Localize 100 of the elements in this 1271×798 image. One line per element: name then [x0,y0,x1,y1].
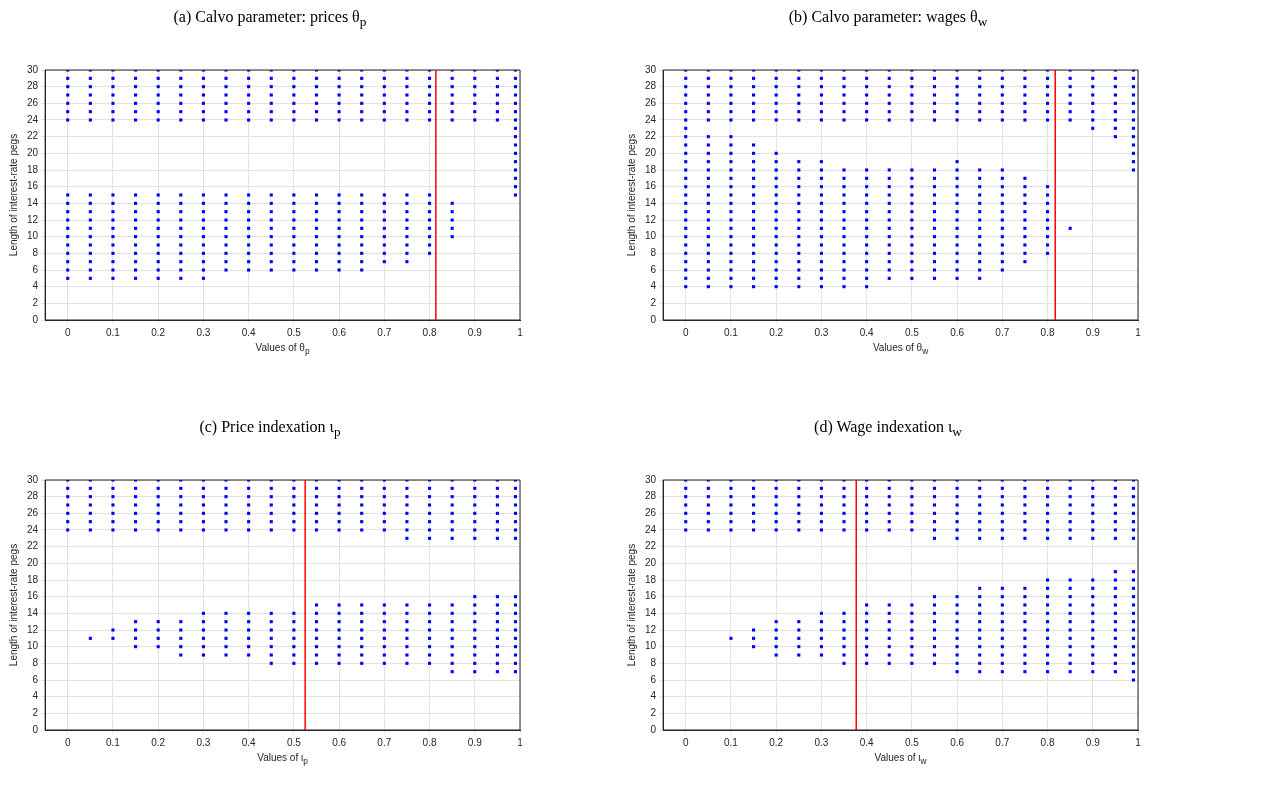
x-tick-label: 1 [517,326,524,338]
y-tick-label: 2 [650,297,657,309]
x-tick-label: 0.9 [1085,326,1101,338]
y-tick-label: 8 [650,247,657,259]
y-tick-label: 28 [27,490,39,502]
y-tick-label: 26 [645,97,657,109]
x-tick-label: 0.7 [377,736,392,748]
x-tick-label: 0.1 [724,326,739,338]
y-tick-label: 6 [32,263,39,275]
y-tick-label: 6 [650,673,657,685]
y-tick-label: 2 [32,297,39,309]
y-tick-label: 22 [27,130,39,142]
x-tick-label: 0.5 [904,736,920,748]
x-tick-label: 1 [1135,736,1142,748]
y-tick-label: 30 [645,63,657,75]
y-axis-title: Length of interest-rate pegs [7,133,19,257]
x-tick-label: 0.2 [151,736,166,748]
x-tick-label: 0 [682,736,689,748]
y-tick-label: 16 [27,180,39,192]
x-tick-label: 0.2 [769,736,784,748]
chart-title: (d) Wage indexation ι$_{w}$ [813,418,963,441]
y-tick-label: 0 [32,313,39,325]
y-tick-label: 26 [27,507,39,519]
chart-title: (a) Calvo parameter: prices θ$_{p}$ [172,8,368,31]
x-tick-label: 0.7 [995,326,1010,338]
y-tick-label: 12 [645,623,657,635]
y-tick-label: 8 [32,657,39,669]
x-tick-label: 0.8 [422,326,437,338]
x-tick-label: 0.4 [241,736,257,748]
y-tick-label: 18 [645,573,657,585]
x-tick-label: 0 [64,326,71,338]
y-tick-label: 12 [645,213,657,225]
x-tick-label: 0.1 [724,736,739,748]
x-tick-label: 0.8 [422,736,437,748]
y-tick-label: 28 [645,490,657,502]
x-tick-label: 0.8 [1040,736,1055,748]
y-tick-label: 12 [27,623,39,635]
y-tick-label: 0 [650,313,657,325]
y-tick-label: 20 [27,147,39,159]
x-tick-label: 0.8 [1040,326,1055,338]
y-tick-label: 18 [645,163,657,175]
y-tick-label: 2 [32,707,39,719]
x-tick-label: 1 [517,736,524,748]
x-tick-label: 0 [682,326,689,338]
y-tick-label: 0 [650,723,657,735]
x-tick-label: 0.9 [467,736,483,748]
y-tick-label: 0 [32,723,39,735]
y-tick-label: 28 [645,80,657,92]
x-axis-title: Values of ι$_{p}$ [256,752,309,766]
x-tick-label: 0.2 [151,326,166,338]
y-tick-label: 10 [27,640,39,652]
y-tick-label: 22 [27,540,39,552]
y-tick-label: 8 [650,657,657,669]
y-tick-label: 30 [27,473,39,485]
x-tick-label: 0.1 [106,736,121,748]
x-axis-title: Values of ι$_{w}$ [873,752,928,766]
y-tick-label: 16 [27,590,39,602]
x-tick-label: 0.6 [332,326,347,338]
x-tick-label: 0.4 [241,326,257,338]
x-tick-label: 1 [1135,326,1142,338]
y-tick-label: 14 [27,607,39,619]
y-tick-label: 18 [27,573,39,585]
y-tick-label: 24 [645,523,657,535]
x-tick-label: 0.6 [950,326,965,338]
x-tick-label: 0.5 [904,326,920,338]
x-tick-label: 0.4 [859,326,875,338]
y-tick-label: 24 [27,523,39,535]
x-tick-label: 0 [64,736,71,748]
y-tick-label: 6 [32,673,39,685]
y-axis-title: Length of interest-rate pegs [625,133,637,257]
y-tick-label: 16 [645,590,657,602]
chart-title: (b) Calvo parameter: wages θ$_{w}$ [787,8,989,31]
x-axis-title: Values of θ$_{p}$ [254,342,311,356]
y-tick-label: 26 [27,97,39,109]
y-tick-label: 14 [645,607,657,619]
y-tick-label: 4 [650,280,657,292]
y-tick-label: 20 [645,557,657,569]
x-tick-label: 0.1 [106,326,121,338]
y-tick-label: 4 [32,280,39,292]
y-tick-label: 14 [27,197,39,209]
y-tick-label: 24 [645,113,657,125]
y-tick-label: 26 [645,507,657,519]
x-tick-label: 0.5 [286,326,302,338]
x-tick-label: 0.7 [995,736,1010,748]
x-tick-label: 0.6 [950,736,965,748]
x-tick-label: 0.3 [814,736,829,748]
x-tick-label: 0.5 [286,736,302,748]
y-axis-title: Length of interest-rate pegs [625,543,637,667]
x-tick-label: 0.7 [377,326,392,338]
y-tick-label: 30 [27,63,39,75]
y-tick-label: 28 [27,80,39,92]
x-tick-label: 0.9 [467,326,483,338]
x-tick-label: 0.4 [859,736,875,748]
y-tick-label: 10 [645,230,657,242]
y-tick-label: 20 [27,557,39,569]
x-tick-label: 0.3 [196,736,211,748]
y-axis-title: Length of interest-rate pegs [7,543,19,667]
y-tick-label: 22 [645,130,657,142]
x-tick-label: 0.9 [1085,736,1101,748]
y-tick-label: 24 [27,113,39,125]
